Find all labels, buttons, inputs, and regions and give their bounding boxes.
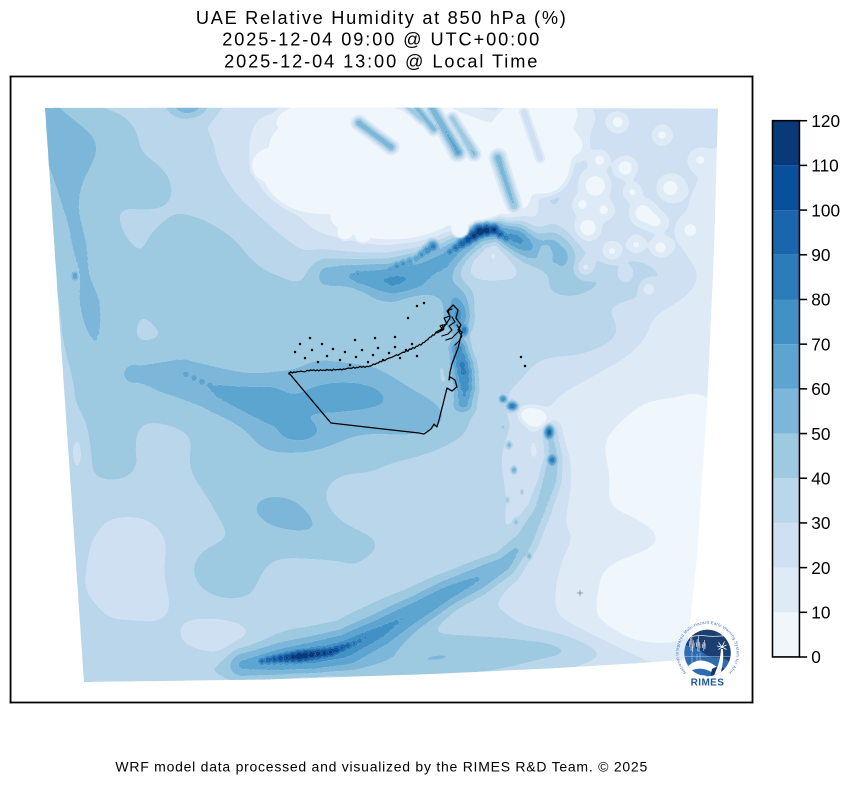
svg-text:50: 50 [811,424,830,444]
svg-text:100: 100 [811,200,840,220]
svg-text:60: 60 [811,379,830,399]
svg-text:2025-12-04 09:00 @ UTC+00:00: 2025-12-04 09:00 @ UTC+00:00 [222,30,541,50]
svg-text:70: 70 [811,334,830,354]
svg-text:2025-12-04 13:00 @ Local Time: 2025-12-04 13:00 @ Local Time [224,51,539,71]
svg-text:WRF model data processed and v: WRF model data processed and visualized … [115,759,648,775]
svg-text:80: 80 [811,290,830,310]
svg-text:10: 10 [811,603,830,623]
svg-text:RIMES: RIMES [691,678,725,689]
svg-text:20: 20 [811,558,830,578]
svg-text:120: 120 [811,111,840,131]
svg-text:30: 30 [811,513,830,533]
svg-text:40: 40 [811,468,830,488]
svg-text:90: 90 [811,245,830,265]
svg-text:110: 110 [811,156,838,176]
svg-text:0: 0 [811,647,821,667]
svg-text:UAE Relative Humidity at 850 h: UAE Relative Humidity at 850 hPa (%) [196,8,568,28]
